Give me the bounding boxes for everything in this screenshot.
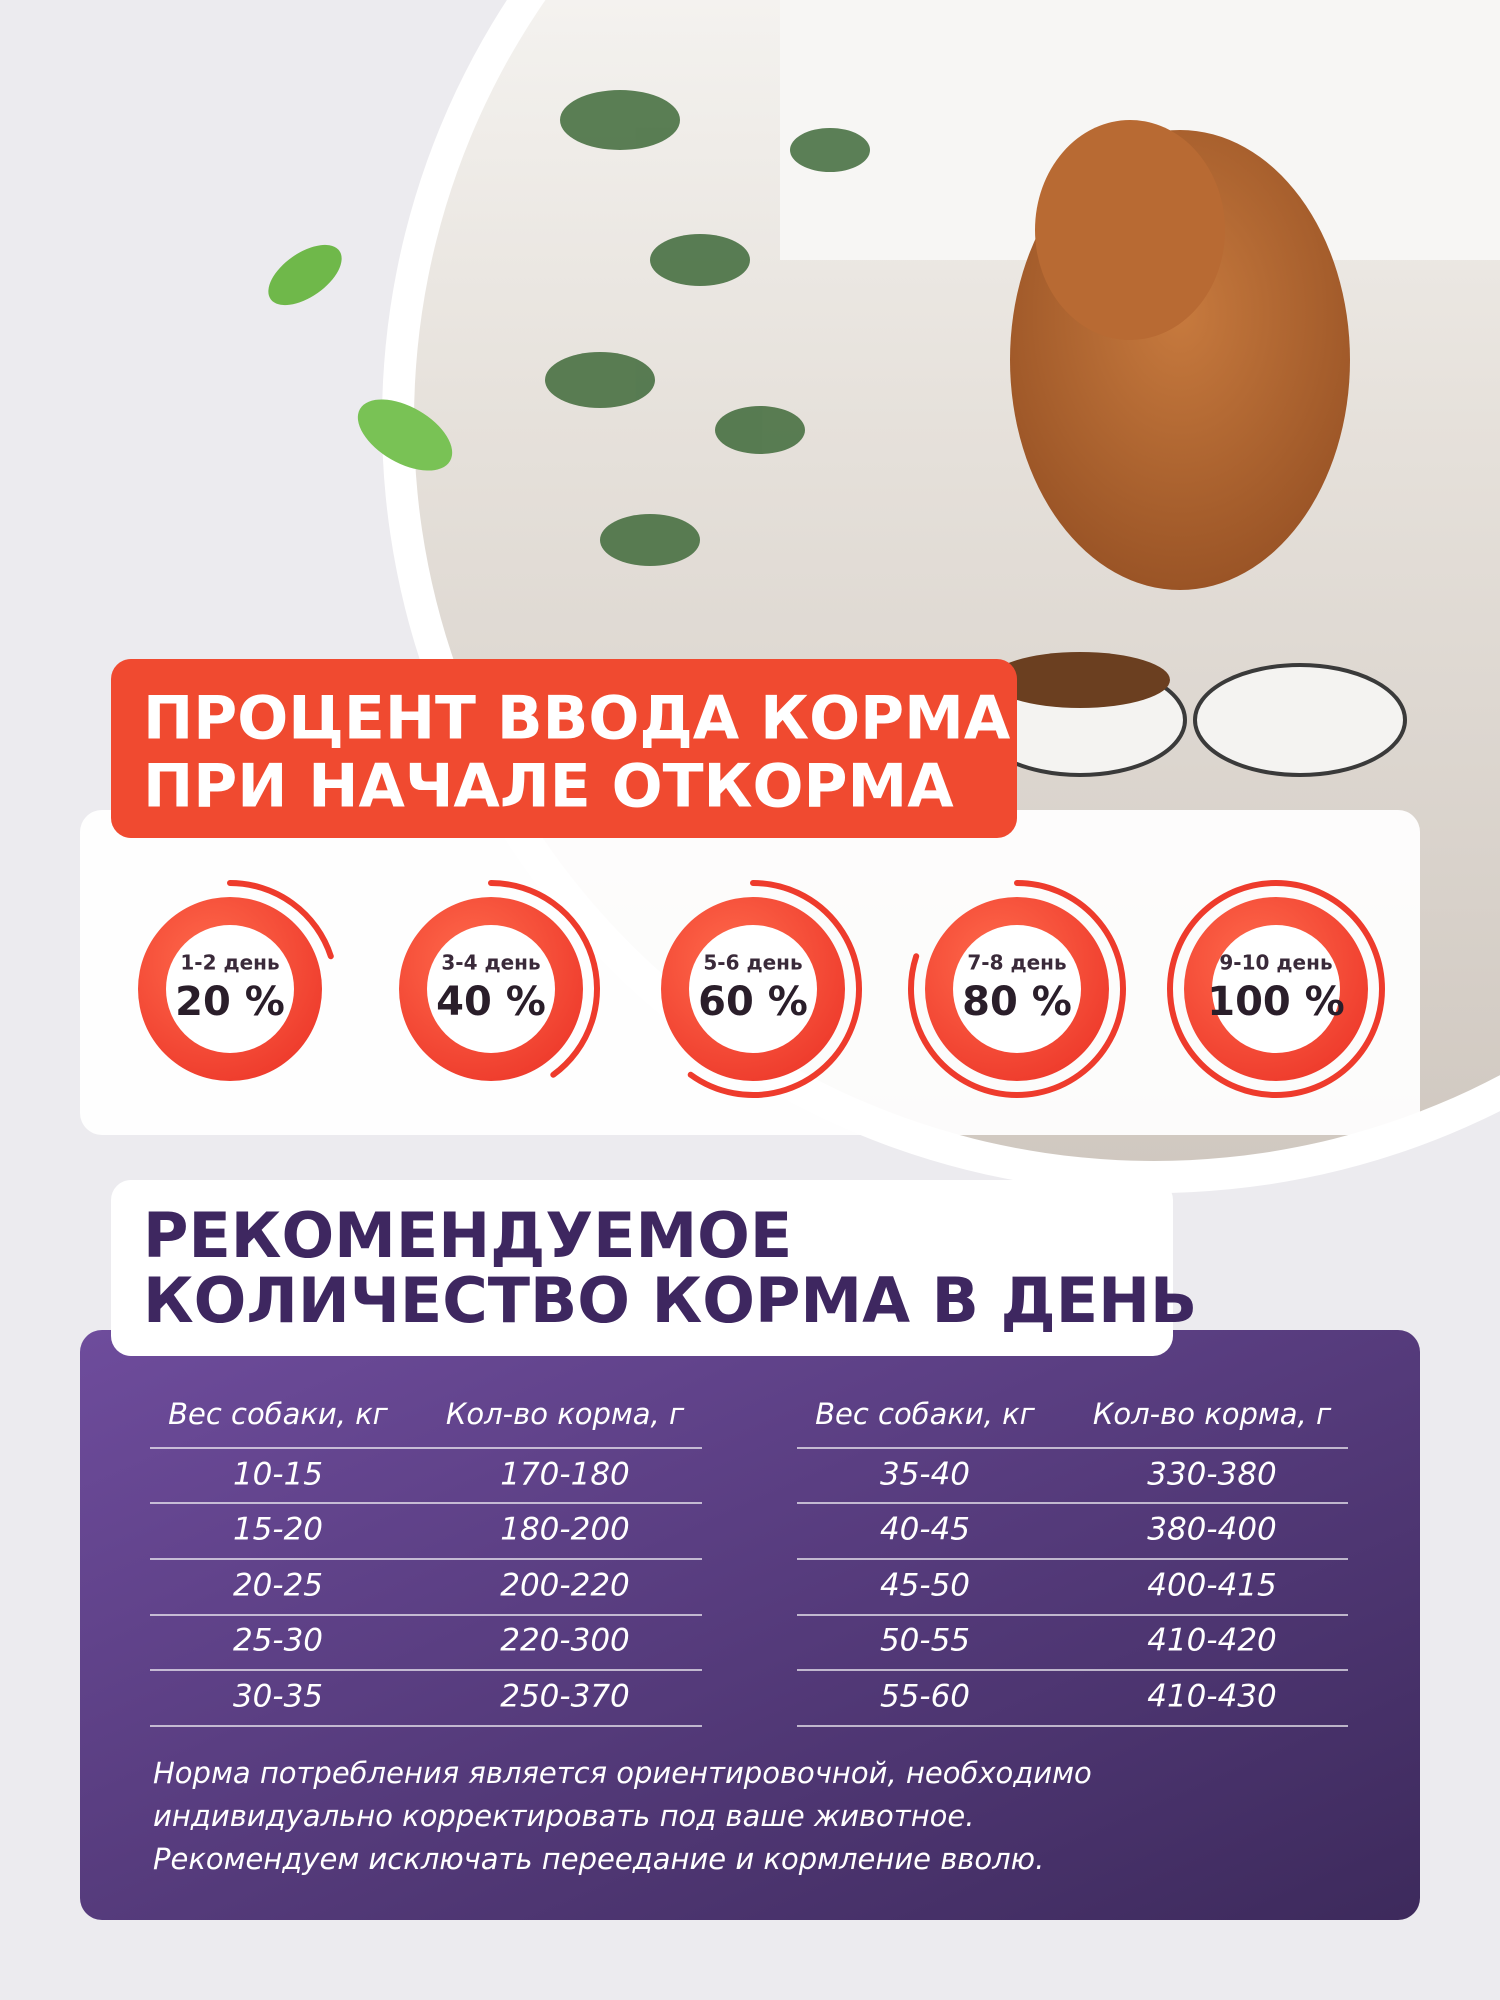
table-cell: 40-45 [880,1512,970,1548]
progress-arc [687,880,862,1098]
table-cell: 220-300 [500,1623,630,1659]
leaf [357,399,453,471]
ring-center [166,925,294,1053]
title-line: КОЛИЧЕСТВО КОРМА В ДЕНЬ [143,1264,1197,1337]
table-header: Вес собаки, кг [815,1397,1036,1431]
stage-day: 7-8 день [967,951,1066,975]
title-line: РЕКОМЕНДУЕМОЕ [143,1199,792,1272]
stage-percent: 40 % [436,979,546,1025]
progress-arc [1167,880,1385,1098]
leaf [268,244,342,306]
ration-card [80,1330,1420,1920]
table-cell: 50-55 [880,1623,970,1659]
ring-center [953,925,1081,1053]
table-cell: 410-430 [1147,1679,1277,1715]
progress-arc [488,880,601,1078]
stage-day: 5-6 день [703,951,802,975]
table-cell: 55-60 [880,1679,970,1715]
table-cell: 15-20 [233,1512,323,1548]
progress-arc [227,880,334,960]
note-line: Норма потребления является ориентировочн… [153,1756,1092,1790]
stage-day: 3-4 день [441,951,540,975]
table-cell: 170-180 [500,1457,630,1493]
table-cell: 330-380 [1147,1457,1277,1493]
table-header: Кол-во корма, г [1093,1397,1332,1431]
table-cell: 410-420 [1147,1623,1277,1659]
table-cell: 30-35 [233,1679,323,1715]
note-line: индивидуально корректировать под ваше жи… [153,1799,974,1833]
table-cell: 25-30 [233,1623,323,1659]
stage-percent: 20 % [175,979,285,1025]
stage-percent: 80 % [962,979,1072,1025]
table-cell: 35-40 [880,1457,970,1493]
table-cell: 250-370 [500,1679,630,1715]
ring-center [1212,925,1340,1053]
tables: Вес собаки, кг Кол-во корма, г 10-15 170-18… [150,1397,1348,1727]
table-cell: 45-50 [880,1568,970,1604]
ring-center [689,925,817,1053]
progress-arc [908,880,1126,1098]
stage-percent: 60 % [698,979,808,1025]
table-header: Вес собаки, кг [168,1397,389,1431]
title-box [111,659,1017,838]
title-line: ПРОЦЕНТ ВВОДА КОРМА [143,684,1011,754]
table-cell: 400-415 [1147,1568,1277,1604]
stages: 1-2 день 20 % 3-4 день 40 % 5-6 день 60 % 7-8 … [138,880,1385,1098]
note-line: Рекомендуем исключать переедание и кормл… [153,1842,1044,1876]
table-header: Кол-во корма, г [446,1397,685,1431]
title-line: ПРИ НАЧАЛЕ ОТКОРМА [143,752,954,822]
stage-day: 1-2 день [180,951,279,975]
table-cell: 380-400 [1147,1512,1277,1548]
ring-center [427,925,555,1053]
table-cell: 10-15 [233,1457,323,1493]
table-cell: 200-220 [500,1568,630,1604]
stage-percent: 100 % [1207,979,1345,1025]
stage-day: 9-10 день [1219,951,1332,975]
table-cell: 20-25 [233,1568,323,1604]
title-box [111,1180,1173,1356]
table-cell: 180-200 [500,1512,630,1548]
